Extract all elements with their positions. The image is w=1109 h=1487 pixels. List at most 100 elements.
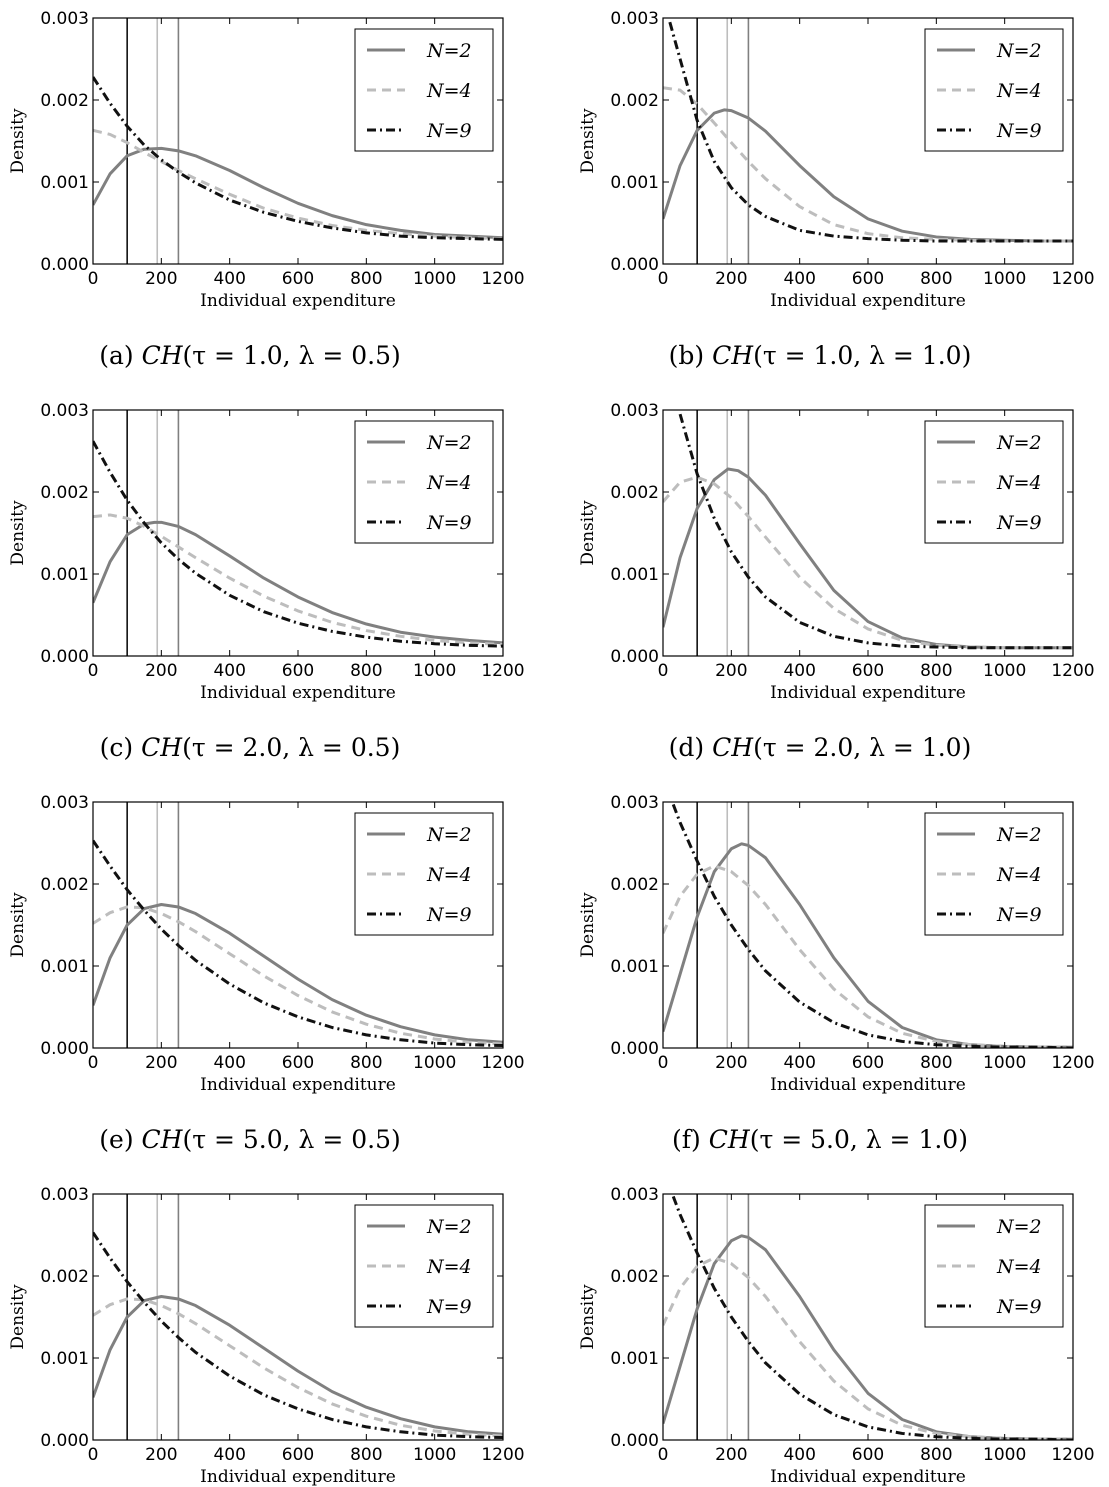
x-tick-label: 800 <box>920 1053 952 1073</box>
y-tick-label: 0.001 <box>610 173 659 193</box>
legend-label-N4: N=4 <box>996 80 1042 102</box>
x-tick-label: 600 <box>852 1445 884 1465</box>
legend: N=2 N=4 N=9 <box>354 812 494 936</box>
caption-function-name: CH <box>712 733 754 762</box>
caption-label: (c) <box>99 733 142 762</box>
x-tick-label: 0 <box>658 1445 669 1465</box>
x-tick-label: 0 <box>88 1445 99 1465</box>
y-tick-label: 0.003 <box>40 1185 89 1205</box>
x-tick-label: 600 <box>282 661 314 681</box>
y-axis-label: Density <box>8 1284 28 1350</box>
y-tick-label: 0.003 <box>610 401 659 421</box>
x-tick-label: 400 <box>783 661 815 681</box>
x-tick-label: 1200 <box>481 661 524 681</box>
x-tick-label: 1000 <box>983 1445 1026 1465</box>
chart-panel-1: 0 200 400 600 800 1000 1200 0.000 0.001 0.002 0.00… <box>8 9 525 311</box>
y-axis-label: Density <box>8 108 28 174</box>
legend-label-N9: N=9 <box>996 120 1042 142</box>
x-tick-label: 400 <box>213 1053 245 1073</box>
chart-panel-6: 0 200 400 600 800 1000 1200 0.000 0.001 0.002 0.00… <box>578 793 1095 1095</box>
x-tick-label: 800 <box>920 269 952 289</box>
caption-expression: CH(τ = 5.0, λ = 0.5) <box>141 1125 401 1154</box>
y-axis-label: Density <box>578 500 598 566</box>
legend-label-N2: N=2 <box>996 1216 1042 1238</box>
x-tick-label: 0 <box>658 269 669 289</box>
y-axis-label: Density <box>8 500 28 566</box>
x-tick-label: 800 <box>350 1445 382 1465</box>
x-tick-label: 0 <box>88 1053 99 1073</box>
chart-panel-2: 0 200 400 600 800 1000 1200 0.000 0.001 0.002 0.00… <box>578 9 1095 311</box>
x-tick-label: 200 <box>145 1445 177 1465</box>
chart-panel-8: 0 200 400 600 800 1000 1200 0.000 0.001 0.002 0.00… <box>578 1185 1095 1487</box>
y-tick-label: 0.001 <box>610 1349 659 1369</box>
series-line-N2 <box>93 1295 503 1436</box>
x-tick-label: 800 <box>350 661 382 681</box>
legend-label-N9: N=9 <box>426 512 472 534</box>
y-tick-label: 0.002 <box>40 483 89 503</box>
caption-function-name: CH <box>141 733 183 762</box>
caption-function-name: CH <box>708 1125 750 1154</box>
x-axis-label: Individual expenditure <box>770 1467 966 1487</box>
x-tick-label: 800 <box>920 1445 952 1465</box>
x-tick-label: 800 <box>920 661 952 681</box>
y-axis-label: Density <box>578 108 598 174</box>
legend: N=2 N=4 N=9 <box>924 1204 1064 1328</box>
y-tick-label: 0.003 <box>610 9 659 29</box>
series-line-N2 <box>93 903 503 1044</box>
x-tick-label: 1000 <box>983 269 1026 289</box>
y-tick-label: 0.002 <box>610 1267 659 1287</box>
legend-label-N9: N=9 <box>426 1296 472 1318</box>
series-line-N4 <box>93 1297 503 1438</box>
x-tick-label: 0 <box>88 661 99 681</box>
series-line-N4 <box>93 128 503 241</box>
legend-label-N9: N=9 <box>426 120 472 142</box>
legend-label-N4: N=4 <box>996 1256 1042 1278</box>
x-tick-label: 1000 <box>413 1445 456 1465</box>
x-axis-label: Individual expenditure <box>770 683 966 703</box>
caption-function-name: CH <box>141 341 183 370</box>
legend-label-N4: N=4 <box>996 472 1042 494</box>
chart-panel-4: 0 200 400 600 800 1000 1200 0.000 0.001 0.002 0.00… <box>578 401 1095 703</box>
y-tick-label: 0.003 <box>610 1185 659 1205</box>
legend: N=2 N=4 N=9 <box>924 28 1064 152</box>
panel-caption-5: (e) CH(τ = 5.0, λ = 0.5) <box>0 1125 530 1154</box>
y-tick-label: 0.000 <box>40 647 89 667</box>
series-line-N2 <box>93 146 503 240</box>
y-tick-label: 0.000 <box>610 1431 659 1451</box>
y-tick-label: 0.002 <box>40 91 89 111</box>
y-tick-label: 0.002 <box>610 875 659 895</box>
chart-panel-3: 0 200 400 600 800 1000 1200 0.000 0.001 0.002 0.00… <box>8 401 525 703</box>
x-axis-label: Individual expenditure <box>200 683 396 703</box>
x-tick-label: 1200 <box>1051 661 1094 681</box>
legend-label-N2: N=2 <box>426 432 472 454</box>
x-tick-label: 200 <box>145 1053 177 1073</box>
y-tick-label: 0.001 <box>40 173 89 193</box>
legend: N=2 N=4 N=9 <box>924 420 1064 544</box>
caption-label: (b) <box>668 341 713 370</box>
x-tick-label: 200 <box>715 1053 747 1073</box>
series-line-N9 <box>678 413 1073 650</box>
series-line-N9 <box>93 440 503 648</box>
y-tick-label: 0.002 <box>610 91 659 111</box>
x-tick-label: 1000 <box>413 269 456 289</box>
panel-caption-2: (b) CH(τ = 1.0, λ = 1.0) <box>540 341 1100 370</box>
series-line-N4 <box>93 513 503 647</box>
x-tick-label: 600 <box>852 661 884 681</box>
x-tick-label: 1000 <box>983 661 1026 681</box>
x-tick-label: 1200 <box>1051 1053 1094 1073</box>
legend-label-N2: N=2 <box>426 824 472 846</box>
x-axis-label: Individual expenditure <box>200 291 396 311</box>
legend-label-N4: N=4 <box>426 864 472 886</box>
x-tick-label: 1200 <box>481 1445 524 1465</box>
x-tick-label: 200 <box>145 661 177 681</box>
y-tick-label: 0.001 <box>40 957 89 977</box>
legend-label-N4: N=4 <box>426 472 472 494</box>
legend-label-N2: N=2 <box>426 40 472 62</box>
panel-caption-6: (f) CH(τ = 5.0, λ = 1.0) <box>540 1125 1100 1154</box>
y-tick-label: 0.003 <box>40 793 89 813</box>
caption-function-name: CH <box>712 341 754 370</box>
legend-label-N2: N=2 <box>996 40 1042 62</box>
y-tick-label: 0.003 <box>40 401 89 421</box>
legend-label-N9: N=9 <box>996 512 1042 534</box>
